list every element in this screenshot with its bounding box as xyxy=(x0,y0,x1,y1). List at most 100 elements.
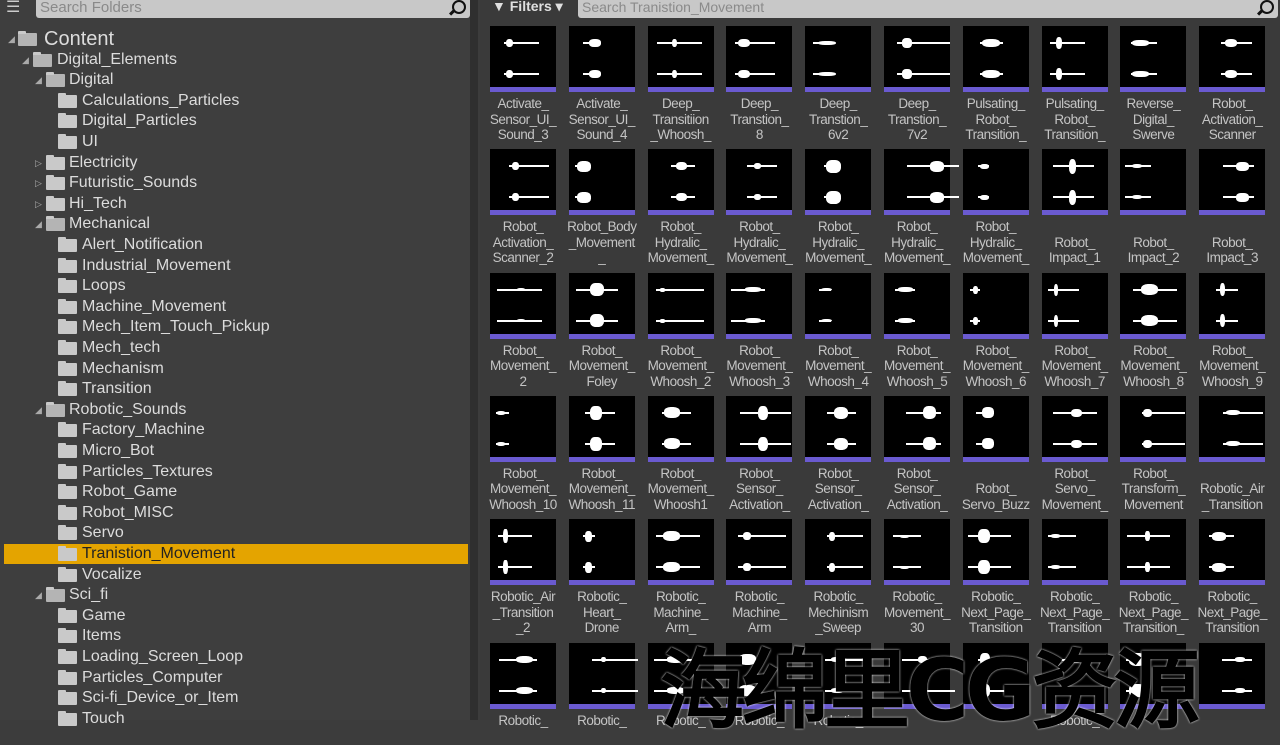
waveform-thumbnail xyxy=(490,26,556,92)
asset-name: Robotic_ xyxy=(577,712,627,728)
asset-name: Robot_ Servo_ Movement_ xyxy=(1041,465,1109,512)
search-icon[interactable] xyxy=(452,0,466,14)
waveform-peak xyxy=(973,285,979,294)
tree-item-label: Hi_Tech xyxy=(69,194,127,212)
waveform-thumbnail xyxy=(1199,272,1266,339)
tree-item[interactable]: Alert_Notification xyxy=(4,235,468,255)
search-folders-input[interactable]: Search Folders xyxy=(36,0,470,18)
folder-icon xyxy=(58,566,77,582)
folder-icon xyxy=(46,175,65,191)
waveform-line xyxy=(827,535,863,538)
waveform-line xyxy=(747,165,778,168)
tree-item[interactable]: ▷ Electricity xyxy=(4,153,468,173)
waveform-thumbnail xyxy=(568,642,638,709)
tree-item[interactable]: Calculations_Particles xyxy=(4,91,468,111)
tree-item[interactable]: Factory_Machine xyxy=(4,420,468,440)
waveform-peak xyxy=(982,438,994,450)
expanded-arrow-icon[interactable]: ◢ xyxy=(35,75,42,86)
waveform-peak xyxy=(901,38,912,48)
tree-item[interactable]: Particles_Computer xyxy=(4,668,468,688)
waveform-thumbnail xyxy=(726,149,793,216)
asset-name: Deep_ Transtion_ 8 xyxy=(730,96,789,142)
collapsed-arrow-icon[interactable]: ▷ xyxy=(35,198,42,209)
tree-item[interactable]: Machine_Movement xyxy=(4,297,468,317)
waveform-peak xyxy=(918,686,928,694)
tree-item[interactable]: Robot_Game xyxy=(4,482,468,502)
waveform-peak xyxy=(977,529,990,544)
search-icon[interactable] xyxy=(1260,0,1274,14)
waveform-thumbnail xyxy=(962,395,1029,462)
tree-item[interactable]: Sci-fi_Device_or_Item xyxy=(4,688,468,708)
tree-item-label: Robot_Game xyxy=(82,483,178,501)
waveform-peak xyxy=(1132,71,1150,77)
tree-item[interactable]: Loops xyxy=(4,276,468,296)
search-assets-input[interactable]: Search Tranistion_Movement xyxy=(578,0,1278,18)
tree-item-label: Transition xyxy=(82,380,152,398)
tree-item[interactable]: ◢ Robotic_Sounds xyxy=(4,400,468,420)
tree-item[interactable]: ◢ Digital xyxy=(4,70,468,90)
folder-icon xyxy=(58,690,77,706)
toggle-sources-icon[interactable]: ☰ xyxy=(6,0,21,16)
tree-item[interactable]: Vocalize xyxy=(4,565,468,585)
waveform-peak xyxy=(503,559,508,575)
expanded-arrow-icon[interactable]: ◢ xyxy=(8,34,15,44)
tree-item[interactable]: Micro_Bot xyxy=(4,441,468,461)
collapsed-arrow-icon[interactable]: ▷ xyxy=(35,178,42,189)
waveform-thumbnail xyxy=(568,272,635,339)
asset-name: Deep_ Transtion_ 6v2 xyxy=(809,96,868,142)
expanded-arrow-icon[interactable]: ◢ xyxy=(35,590,42,601)
tree-item[interactable]: Items xyxy=(4,626,468,646)
tree-item[interactable]: ▷ Futuristic_Sounds xyxy=(4,173,468,193)
waveform-peak xyxy=(1224,70,1237,78)
tree-item[interactable]: Game xyxy=(4,606,468,626)
waveform-peak xyxy=(742,532,752,541)
tree-item[interactable]: ◢ Content xyxy=(4,29,468,49)
expanded-arrow-icon[interactable]: ◢ xyxy=(35,404,42,415)
waveform-peak xyxy=(738,69,751,79)
tree-item[interactable]: Transition xyxy=(4,379,468,399)
tree-scrollbar[interactable] xyxy=(470,0,478,720)
tree-item[interactable]: Tranistion_Movement xyxy=(4,544,468,564)
waveform-peak xyxy=(745,318,761,323)
tree-item-label: Micro_Bot xyxy=(82,442,155,459)
folder-icon xyxy=(58,340,77,355)
waveform-line xyxy=(498,535,532,538)
tree-item[interactable]: ◢ Sci_fi xyxy=(4,585,468,605)
tree-item-label: Digital xyxy=(69,71,114,89)
expanded-arrow-icon[interactable]: ◢ xyxy=(22,54,29,65)
waveform-peak xyxy=(742,563,752,572)
waveform-peak xyxy=(505,69,514,79)
tree-item-label: Vocalize xyxy=(82,565,142,583)
asset-name: Robot_ Hydralic_ Movement_ xyxy=(647,219,715,266)
waveform-peak xyxy=(980,653,990,666)
tree-item[interactable]: ◢ Mechanical xyxy=(4,214,468,234)
waveform-peak xyxy=(898,318,914,323)
expanded-arrow-icon[interactable]: ◢ xyxy=(35,219,42,230)
waveform-thumbnail xyxy=(647,519,714,586)
tree-item[interactable]: Robot_MISC xyxy=(4,503,468,523)
tree-item[interactable]: Industrial_Movement xyxy=(4,256,468,276)
tree-item[interactable]: ▷ Hi_Tech xyxy=(4,194,468,214)
tree-item[interactable]: Touch xyxy=(4,709,468,729)
tree-item[interactable]: ◢ Digital_Elements xyxy=(4,50,468,70)
waveform-line xyxy=(656,319,704,322)
collapsed-arrow-icon[interactable]: ▷ xyxy=(35,157,42,168)
tree-item[interactable]: Particles_Textures xyxy=(4,462,468,482)
tree-item[interactable]: Mechanism xyxy=(4,359,468,379)
tree-item[interactable]: Servo xyxy=(4,523,468,543)
asset-name: Robotic_ xyxy=(498,712,548,728)
waveform-thumbnail xyxy=(962,519,1029,586)
tree-item-label: Game xyxy=(82,606,126,624)
waveform-peak xyxy=(1050,534,1061,538)
filters-button[interactable]: ▼ Filters ▾ xyxy=(492,0,563,14)
tree-item[interactable]: Mech_tech xyxy=(4,338,468,358)
tree-item[interactable]: UI xyxy=(4,132,468,152)
folder-icon xyxy=(58,381,77,397)
asset-name: Deep_ Transtion_ 7v2 xyxy=(887,96,947,142)
tree-item[interactable]: Digital_Particles xyxy=(4,111,468,131)
tree-item-label: Touch xyxy=(82,709,125,727)
tree-item[interactable]: Loading_Screen_Loop xyxy=(4,647,468,667)
waveform-peak xyxy=(585,561,592,573)
tree-item[interactable]: Mech_Item_Touch_Pickup xyxy=(4,317,468,337)
waveform-thumbnail xyxy=(1120,149,1187,216)
